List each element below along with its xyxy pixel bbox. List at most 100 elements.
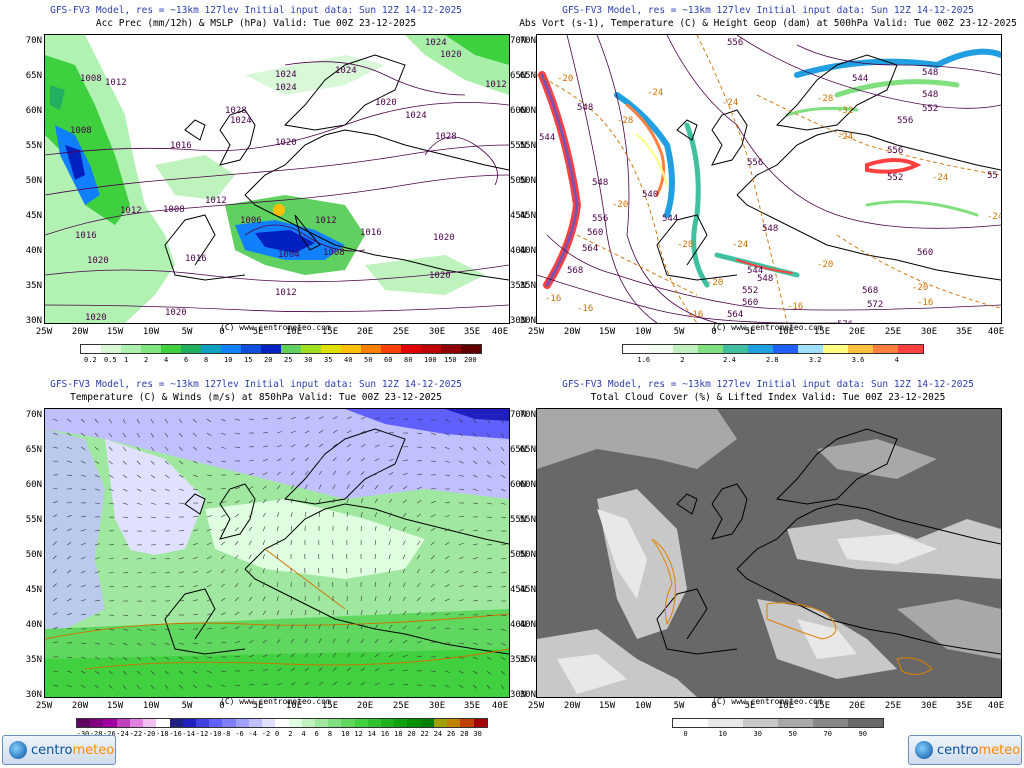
- wind-arrow: [206, 528, 212, 532]
- wind-arrow: [66, 569, 72, 574]
- lon-label: 35E: [955, 701, 973, 711]
- wind-arrow: [430, 527, 436, 532]
- wind-arrow: [486, 544, 493, 546]
- wind-arrow: [150, 558, 157, 560]
- copyright: (C) www.centrometeo.com: [220, 323, 331, 332]
- wind-arrow: [332, 484, 336, 490]
- lat-label: 55N: [25, 515, 42, 525]
- lat-label: 65N: [25, 445, 42, 455]
- wind-arrow: [164, 474, 170, 478]
- wind-arrow: [290, 484, 295, 490]
- wind-arrow: [192, 614, 199, 616]
- wind-arrow: [178, 488, 184, 491]
- wind-arrow: [206, 598, 212, 602]
- lon-label: 15W: [598, 701, 616, 711]
- wind-arrow: [164, 571, 170, 574]
- wind-arrow: [388, 458, 394, 462]
- wind-arrow: [402, 625, 407, 630]
- wind-arrow: [388, 526, 392, 532]
- colorbar-tick: 30: [304, 356, 313, 364]
- colorbar-swatch: [354, 719, 368, 727]
- wind-arrow: [388, 654, 394, 658]
- svg-text:1008: 1008: [323, 248, 345, 258]
- colorbar-swatch: [673, 345, 698, 353]
- wind-arrow: [52, 684, 58, 687]
- lat-label: 40N: [519, 246, 536, 256]
- colorbar-tick: 2: [144, 356, 149, 364]
- wind-arrow: [276, 458, 282, 462]
- lat-label-right: 70N: [510, 410, 527, 420]
- colorbar-swatch: [81, 345, 101, 353]
- wind-arrow: [290, 526, 293, 532]
- wind-arrow: [80, 599, 86, 602]
- wind-arrow: [94, 599, 100, 602]
- colorbar-swatch: [698, 345, 723, 353]
- lon-label: 30E: [920, 701, 938, 711]
- colorbar-swatch: [460, 719, 474, 727]
- svg-text:1028: 1028: [435, 132, 457, 142]
- svg-text:1012: 1012: [275, 288, 297, 298]
- colorbar-swatch: [381, 345, 401, 353]
- lon-label: 0: [711, 701, 717, 711]
- wind-arrow: [402, 554, 406, 560]
- wind-arrow: [318, 567, 320, 574]
- wind-arrow: [486, 557, 492, 560]
- centrometeo-logo-left[interactable]: centrometeo: [2, 735, 116, 765]
- svg-text:1012: 1012: [120, 206, 142, 216]
- lat-label: 65N: [519, 71, 536, 81]
- wind-arrow: [248, 582, 252, 588]
- wind-arrow: [66, 584, 72, 588]
- wind-arrow: [472, 642, 478, 645]
- wind-arrow: [346, 443, 352, 448]
- wind-arrow: [346, 667, 351, 672]
- lon-label: 5E: [744, 327, 756, 337]
- wind-arrow: [136, 656, 142, 661]
- wind-arrow: [220, 487, 226, 490]
- wind-arrow: [206, 628, 212, 630]
- wind-arrow: [248, 596, 253, 602]
- wind-arrow: [248, 540, 252, 546]
- wind-arrow: [178, 670, 184, 675]
- lat-label: 30N: [25, 316, 42, 326]
- lat-label-right: 30N: [510, 690, 527, 700]
- wind-arrow: [500, 614, 507, 616]
- wind-arrow: [388, 512, 392, 518]
- wind-arrow: [472, 529, 478, 532]
- wind-arrow: [346, 610, 349, 616]
- wind-arrow: [164, 557, 170, 560]
- wind-arrow: [318, 681, 324, 686]
- wind-arrow: [290, 416, 296, 420]
- wind-arrow: [458, 446, 464, 451]
- wind-arrow: [458, 599, 464, 602]
- lat-label: 30N: [25, 690, 42, 700]
- lon-label: 30E: [428, 327, 446, 337]
- colorbar-swatch: [221, 345, 241, 353]
- wind-arrow: [108, 642, 114, 646]
- colorbar-swatch: [261, 345, 281, 353]
- wind-arrow: [276, 540, 279, 546]
- wind-arrow: [262, 582, 265, 588]
- lon-label: 40E: [491, 327, 509, 337]
- map-500hpa: 556 548 544 540 544 548 556 560 564 568 …: [536, 34, 1002, 324]
- centrometeo-logo-right[interactable]: centrometeo: [908, 735, 1022, 765]
- wind-arrow: [346, 638, 350, 644]
- wind-arrow: [206, 684, 212, 688]
- wind-arrow: [150, 656, 156, 661]
- svg-text:-24: -24: [932, 173, 948, 183]
- colorbar-swatch: [182, 719, 196, 727]
- colorbar-swatch: [90, 719, 104, 727]
- wind-arrow: [500, 656, 506, 661]
- wind-arrow: [276, 624, 280, 630]
- svg-text:-16: -16: [577, 304, 593, 314]
- lat-label: 70N: [519, 410, 536, 420]
- wind-arrow: [248, 568, 252, 574]
- svg-text:1016: 1016: [170, 141, 192, 151]
- lon-label: 5E: [744, 701, 756, 711]
- wind-arrow: [262, 458, 268, 462]
- wind-arrow: [304, 443, 310, 448]
- wind-arrow: [220, 527, 226, 532]
- colorbar-swatch: [673, 719, 708, 727]
- lat-label-right: 65N: [510, 71, 527, 81]
- wind-arrow: [444, 528, 450, 532]
- wind-arrow: [430, 500, 436, 504]
